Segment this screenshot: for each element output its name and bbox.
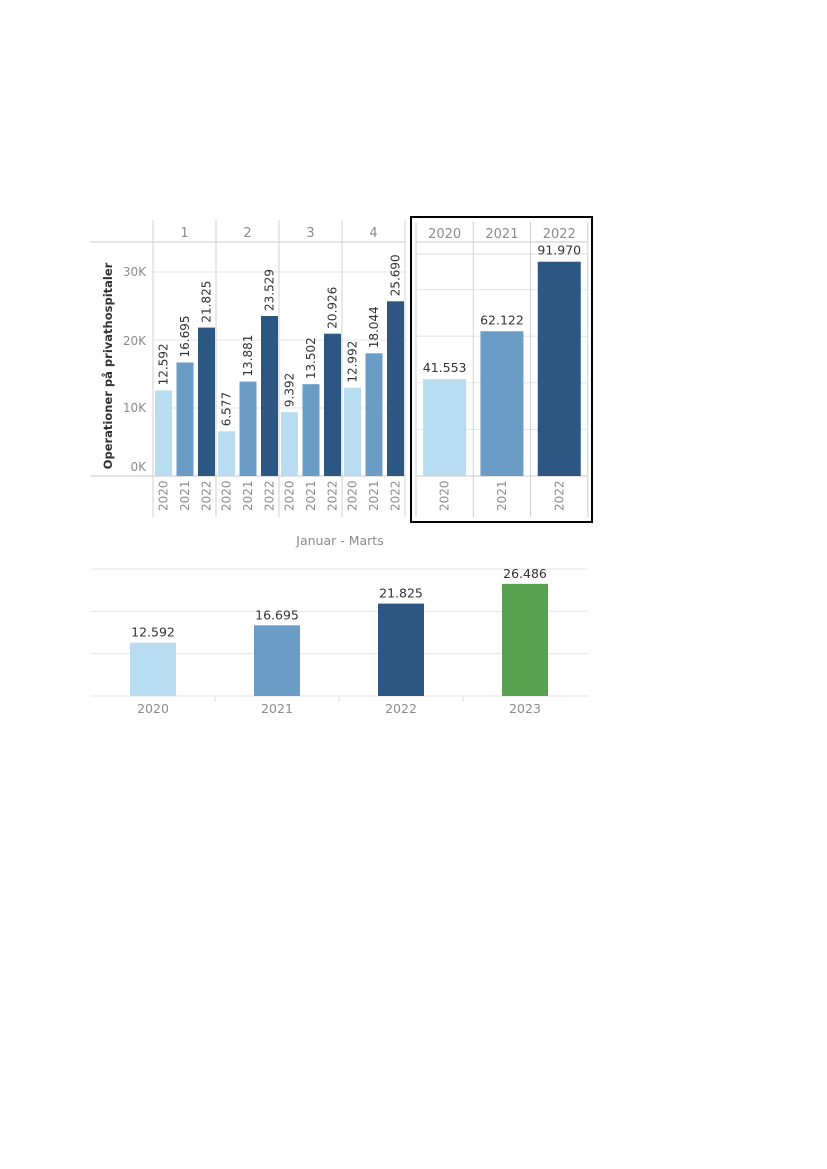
bar-2020 — [344, 387, 361, 476]
quarterly-bars: 12.592 2020 16.695 2021 21.825 2022 6.577 2020 1… — [155, 254, 404, 511]
bar-value-label: 13.502 — [304, 337, 318, 379]
x-tick-label: 2022 — [389, 480, 403, 511]
x-tick-label: 2021 — [367, 480, 381, 511]
x-tick-label: 2020 — [283, 480, 297, 511]
quarterly-y-axis-label: Operationer på privathospitaler — [101, 262, 115, 469]
bar-2021 — [176, 362, 194, 476]
panel-header-label: 1 — [180, 226, 188, 241]
x-tick-label: 2020 — [137, 701, 169, 716]
totals-bars: 41.5532020202062.1222021202191.970202220… — [423, 227, 581, 511]
x-tick-label: 2020 — [438, 480, 452, 511]
bar-2021 — [480, 331, 524, 476]
bar-value-label: 16.695 — [178, 315, 192, 357]
bar-2020 — [281, 412, 298, 476]
bar-2020 — [155, 390, 172, 476]
y-tick-label: 0K — [130, 460, 147, 474]
quarterly-y-ticks: 30K 20K 10K 0K — [123, 265, 147, 474]
x-tick-label: 2023 — [509, 701, 541, 716]
y-tick-label: 10K — [123, 401, 147, 415]
bar-value-label: 13.881 — [241, 335, 255, 377]
bar-2020 — [218, 431, 235, 476]
bar-value-label: 20.926 — [326, 287, 340, 329]
panel-header-label: 2 — [243, 226, 251, 241]
bar-2022 — [387, 301, 404, 476]
jan-mar-title: Januar - Marts — [295, 533, 383, 548]
jan-mar-bars: 12.592 2020 16.695 2021 21.825 2022 26.486 2023 — [130, 566, 548, 716]
bar-value-label: 16.695 — [255, 607, 299, 622]
bar-value-label: 21.825 — [200, 281, 214, 323]
column-header-label: 2021 — [485, 227, 518, 242]
panel-header-label: 4 — [369, 226, 377, 241]
bar-value-label: 25.690 — [389, 254, 403, 296]
totals-chart-border — [410, 216, 593, 523]
bar-2022 — [198, 327, 215, 476]
x-tick-label: 2022 — [263, 480, 277, 511]
x-tick-label: 2022 — [552, 480, 566, 511]
x-tick-label: 2021 — [241, 480, 255, 511]
bar-2023 — [502, 583, 548, 696]
x-tick-label: 2022 — [385, 701, 417, 716]
bar-value-label: 26.486 — [503, 566, 547, 581]
x-tick-label: 2021 — [178, 480, 192, 511]
bar-2022 — [537, 261, 581, 476]
bar-value-label: 9.392 — [283, 373, 297, 407]
x-tick-label: 2020 — [157, 480, 171, 511]
bar-2020 — [130, 642, 176, 696]
bar-2021 — [254, 625, 300, 696]
bar-value-label: 21.825 — [379, 586, 423, 601]
bar-value-label: 62.122 — [480, 312, 524, 327]
x-tick-label: 2021 — [304, 480, 318, 511]
bar-value-label: 12.992 — [346, 341, 360, 383]
bar-2021 — [302, 384, 320, 476]
column-header-label: 2020 — [428, 227, 461, 242]
panel-header-label: 3 — [306, 226, 314, 241]
x-tick-label: 2021 — [261, 701, 293, 716]
bar-2022 — [378, 603, 424, 696]
bar-value-label: 23.529 — [263, 269, 277, 311]
quarterly-chart: 1 2 3 4 Operationer på privathospitaler 30K… — [90, 220, 406, 517]
totals-chart: 41.5532020202062.1222021202191.970202220… — [410, 216, 593, 523]
bar-value-label: 91.970 — [537, 243, 581, 258]
bar-2021 — [239, 381, 257, 476]
bar-2020 — [423, 379, 467, 476]
x-tick-label: 2022 — [200, 480, 214, 511]
x-tick-label: 2021 — [495, 480, 509, 511]
bar-2022 — [261, 316, 278, 476]
x-tick-label: 2020 — [346, 480, 360, 511]
bar-value-label: 12.592 — [131, 625, 175, 640]
bar-value-label: 12.592 — [157, 343, 171, 385]
bar-2022 — [324, 333, 341, 476]
y-tick-label: 30K — [123, 265, 147, 279]
bar-value-label: 18.044 — [367, 306, 381, 348]
bar-value-label: 6.577 — [220, 392, 234, 426]
column-header-label: 2022 — [543, 227, 576, 242]
x-tick-label: 2020 — [220, 480, 234, 511]
bar-2021 — [365, 353, 383, 476]
jan-mar-chart: Januar - Marts 12.592 2020 16.695 2021 21.82… — [91, 533, 588, 716]
y-tick-label: 20K — [123, 334, 147, 348]
x-tick-label: 2022 — [326, 480, 340, 511]
bar-value-label: 41.553 — [423, 360, 467, 375]
